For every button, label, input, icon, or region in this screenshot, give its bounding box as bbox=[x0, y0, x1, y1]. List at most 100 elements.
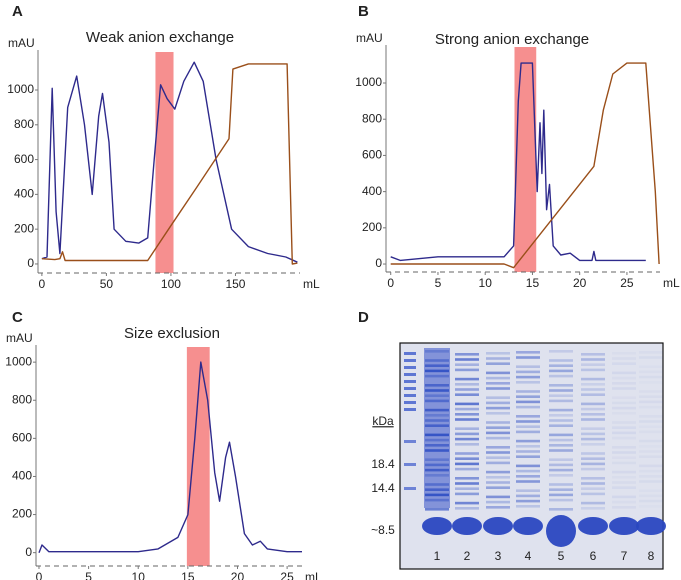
lane-band bbox=[425, 374, 449, 378]
lane-band bbox=[455, 413, 479, 416]
lane-band bbox=[516, 475, 540, 478]
series-line bbox=[41, 61, 298, 263]
lane-band bbox=[612, 396, 636, 399]
series-line bbox=[390, 62, 646, 262]
lane-band bbox=[549, 399, 573, 403]
ladder-band bbox=[404, 401, 416, 404]
lane-band bbox=[581, 492, 605, 496]
lane-band bbox=[612, 486, 636, 489]
lane-band bbox=[549, 433, 573, 437]
lane-band bbox=[612, 446, 636, 449]
lane-band bbox=[516, 430, 540, 434]
lane-band bbox=[516, 370, 540, 374]
lane-band bbox=[516, 405, 540, 409]
lane-band bbox=[486, 406, 510, 410]
chart-title: Strong anion exchange bbox=[435, 31, 589, 48]
lane-blob bbox=[609, 517, 639, 535]
lane-band bbox=[612, 501, 636, 504]
ladder-band bbox=[404, 463, 416, 466]
lane-band bbox=[516, 390, 540, 393]
lane-band bbox=[516, 499, 540, 503]
lane-band bbox=[639, 499, 663, 503]
lane-band bbox=[455, 383, 479, 386]
lane-band bbox=[425, 394, 449, 397]
lane-band bbox=[516, 356, 540, 359]
lane-label: 5 bbox=[558, 549, 565, 563]
lane-band bbox=[516, 395, 540, 398]
lane-band bbox=[455, 377, 479, 381]
lane-band bbox=[425, 419, 449, 422]
x-axis-label: mL bbox=[303, 277, 320, 291]
y-tick-label: 1000 bbox=[355, 75, 382, 89]
lane-band bbox=[455, 368, 479, 372]
lane-band bbox=[486, 387, 510, 390]
lane-band bbox=[612, 362, 636, 365]
lane-band bbox=[639, 415, 663, 418]
lane-band bbox=[516, 464, 540, 468]
y-tick-label: 200 bbox=[12, 507, 32, 521]
lane-band bbox=[549, 389, 573, 392]
lane-smear bbox=[424, 348, 450, 508]
lane-band bbox=[612, 387, 636, 390]
lane-band bbox=[486, 470, 510, 474]
lane-band bbox=[581, 413, 605, 416]
series-line bbox=[390, 62, 660, 269]
lane-band bbox=[639, 425, 663, 428]
lane-band bbox=[486, 376, 510, 380]
y-axis-label: mAU bbox=[6, 331, 33, 345]
lane-band bbox=[581, 487, 605, 490]
lane-band bbox=[581, 377, 605, 381]
lane-band bbox=[516, 494, 540, 498]
lane-band bbox=[455, 418, 479, 421]
lane-band bbox=[425, 468, 449, 472]
ladder-band bbox=[404, 352, 416, 355]
lane-band bbox=[425, 399, 449, 403]
lane-band bbox=[455, 462, 479, 466]
lane-band bbox=[486, 412, 510, 415]
lane-label: 2 bbox=[464, 549, 471, 563]
lane-band bbox=[516, 439, 540, 443]
x-tick-label: 10 bbox=[132, 570, 146, 580]
y-tick-label: 0 bbox=[375, 256, 382, 270]
lane-band bbox=[425, 449, 449, 452]
lane-band bbox=[486, 382, 510, 385]
lane-band bbox=[549, 488, 573, 491]
y-tick-label: 400 bbox=[362, 184, 382, 198]
lane-band bbox=[581, 358, 605, 361]
lane-band bbox=[455, 501, 479, 505]
lane-band bbox=[581, 457, 605, 460]
lane-band bbox=[639, 489, 663, 492]
lane-band bbox=[612, 506, 636, 509]
lane-label: 3 bbox=[495, 549, 502, 563]
lane-band bbox=[455, 432, 479, 436]
lane-band bbox=[639, 420, 663, 423]
lane-band bbox=[612, 437, 636, 440]
lane-band bbox=[612, 451, 636, 454]
y-tick-label: 800 bbox=[12, 392, 32, 406]
lane-band bbox=[612, 476, 636, 479]
lane-band bbox=[639, 431, 663, 434]
lane-band bbox=[425, 474, 449, 477]
x-axis-label: mL bbox=[663, 276, 680, 290]
lane-band bbox=[516, 445, 540, 448]
lane-band bbox=[581, 353, 605, 356]
lane-band bbox=[455, 477, 479, 480]
lane-band bbox=[486, 486, 510, 489]
lane-band bbox=[425, 389, 449, 392]
lane-band bbox=[639, 475, 663, 478]
lane-band bbox=[581, 452, 605, 455]
lane-band bbox=[639, 495, 663, 498]
lane-band bbox=[455, 388, 479, 391]
lane-band bbox=[455, 482, 479, 485]
lane-band bbox=[549, 483, 573, 486]
panel-label: C bbox=[12, 309, 23, 326]
lane-band bbox=[516, 351, 540, 354]
lane-band bbox=[425, 498, 449, 502]
lane-band bbox=[639, 351, 663, 354]
lane-band bbox=[639, 480, 663, 483]
lane-blob bbox=[483, 517, 513, 535]
lane-band bbox=[516, 420, 540, 423]
lane-band bbox=[549, 474, 573, 477]
panel-label: B bbox=[358, 3, 369, 20]
lane-band bbox=[581, 443, 605, 446]
